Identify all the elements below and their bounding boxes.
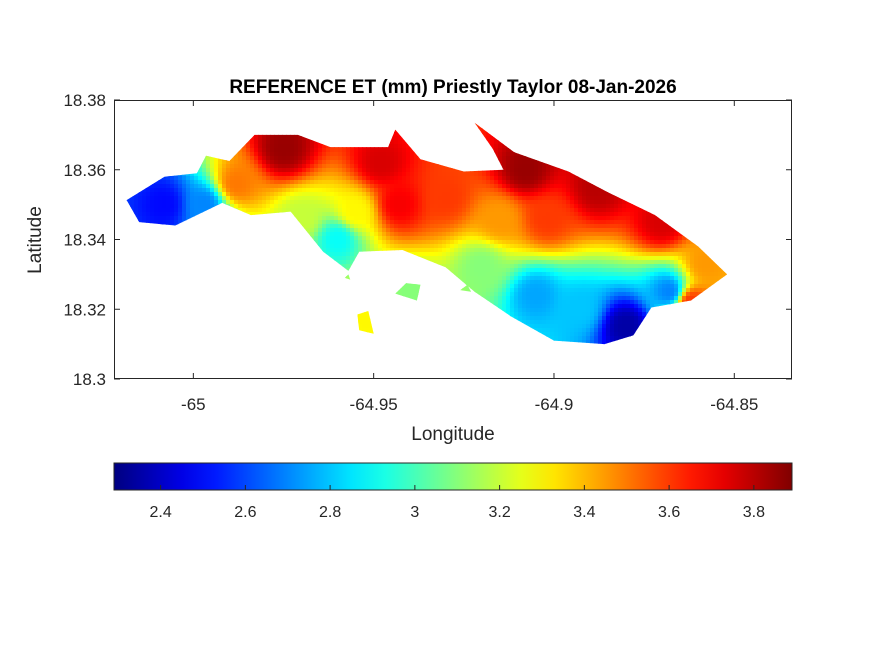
colorbar-tick-label: 3.2: [488, 504, 510, 521]
colorbar-tick-label: 2.4: [149, 504, 171, 521]
chart-title: REFERENCE ET (mm) Priestly Taylor 08-Jan…: [229, 77, 676, 98]
colorbar-tick-label: 2.6: [234, 504, 256, 521]
y-tick-label: 18.36: [63, 161, 106, 180]
colorbar-gradient: [113, 462, 793, 491]
colorbar-tick-label: 3: [410, 504, 419, 521]
x-tick-label: -65: [181, 395, 206, 414]
y-tick-label: 18.34: [63, 231, 106, 250]
x-tick-label: -64.9: [535, 395, 574, 414]
y-tick-label: 18.32: [63, 300, 106, 319]
colorbar-tick-label: 2.8: [319, 504, 341, 521]
plot-area: -65 -64.95 -64.9 -64.85 18.3 18.32 18.34 18.36…: [63, 91, 792, 414]
colorbar: 2.4 2.6 2.8 3 3.2 3.4 3.6 3.8: [113, 462, 793, 521]
y-axis-ticks: 18.3 18.32 18.34 18.36 18.38: [63, 91, 792, 389]
y-tick-label: 18.3: [73, 370, 106, 389]
y-axis-label: Latitude: [25, 206, 46, 274]
colorbar-ticks: 2.4 2.6 2.8 3 3.2 3.4 3.6 3.8: [149, 485, 765, 521]
colorbar-tick-label: 3.4: [573, 504, 595, 521]
x-tick-label: -64.95: [350, 395, 398, 414]
x-tick-label: -64.85: [710, 395, 758, 414]
y-tick-label: 18.38: [63, 91, 106, 110]
x-axis-label: Longitude: [411, 424, 494, 445]
x-axis-ticks: -65 -64.95 -64.9 -64.85: [181, 100, 758, 414]
colorbar-tick-label: 3.6: [658, 504, 680, 521]
colorbar-tick-label: 3.8: [743, 504, 765, 521]
